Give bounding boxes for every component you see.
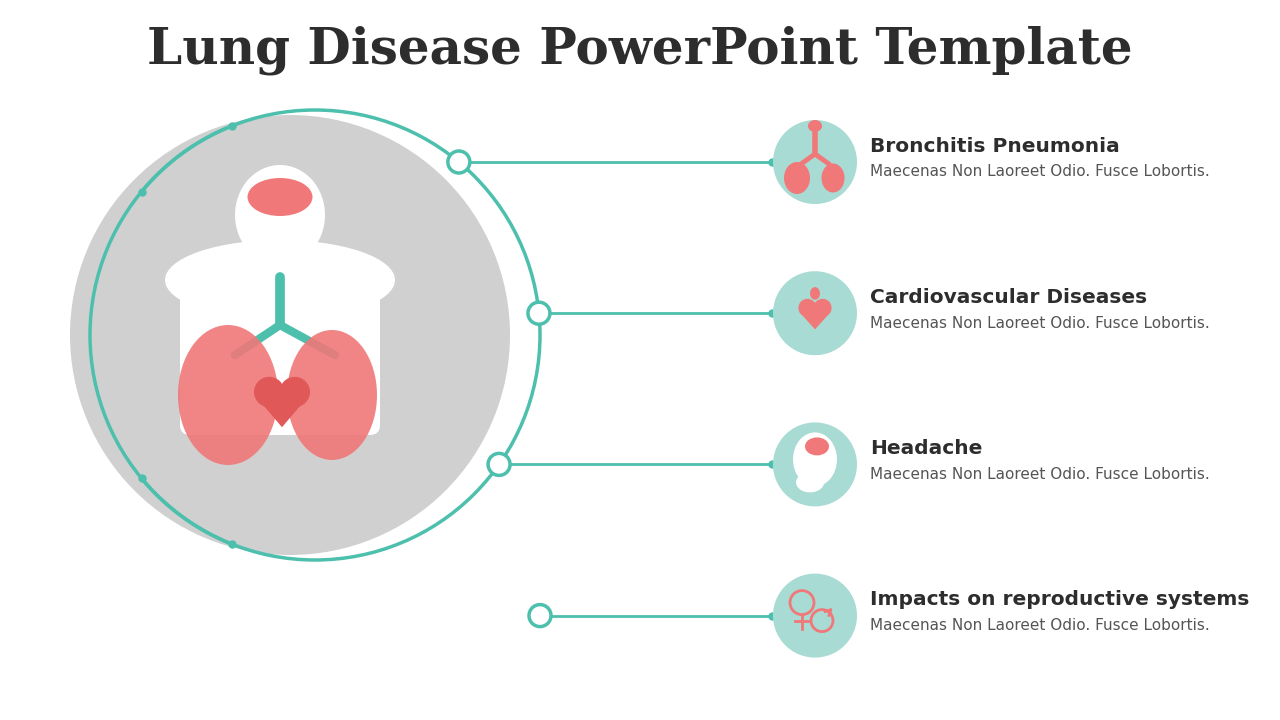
Text: Lung Disease PowerPoint Template: Lung Disease PowerPoint Template: [147, 25, 1133, 75]
Circle shape: [529, 605, 550, 626]
Text: Maecenas Non Laoreet Odio. Fusce Lobortis.: Maecenas Non Laoreet Odio. Fusce Loborti…: [870, 315, 1210, 330]
Text: Maecenas Non Laoreet Odio. Fusce Lobortis.: Maecenas Non Laoreet Odio. Fusce Loborti…: [870, 467, 1210, 482]
Text: Maecenas Non Laoreet Odio. Fusce Lobortis.: Maecenas Non Laoreet Odio. Fusce Loborti…: [870, 164, 1210, 179]
FancyBboxPatch shape: [180, 265, 380, 435]
Circle shape: [70, 115, 509, 555]
Circle shape: [773, 574, 858, 657]
Circle shape: [773, 120, 858, 204]
Ellipse shape: [165, 240, 396, 320]
Ellipse shape: [794, 433, 837, 487]
Ellipse shape: [247, 178, 312, 216]
Polygon shape: [799, 311, 831, 330]
Circle shape: [773, 423, 858, 506]
Ellipse shape: [808, 120, 822, 132]
Text: Maecenas Non Laoreet Odio. Fusce Lobortis.: Maecenas Non Laoreet Odio. Fusce Loborti…: [870, 618, 1210, 633]
Circle shape: [488, 454, 509, 475]
Ellipse shape: [178, 325, 278, 465]
Polygon shape: [255, 395, 310, 427]
Text: Cardiovascular Diseases: Cardiovascular Diseases: [870, 288, 1147, 307]
Circle shape: [527, 302, 550, 324]
Ellipse shape: [799, 299, 817, 317]
Text: Impacts on reproductive systems: Impacts on reproductive systems: [870, 590, 1249, 609]
Ellipse shape: [279, 377, 310, 408]
Text: Bronchitis Pneumonia: Bronchitis Pneumonia: [870, 137, 1120, 156]
Text: Headache: Headache: [870, 439, 982, 458]
Ellipse shape: [783, 162, 810, 194]
Ellipse shape: [287, 330, 378, 460]
Ellipse shape: [805, 437, 829, 455]
Ellipse shape: [810, 287, 820, 300]
Ellipse shape: [253, 377, 284, 408]
Ellipse shape: [814, 299, 832, 317]
FancyBboxPatch shape: [259, 212, 301, 278]
Ellipse shape: [822, 163, 845, 192]
Ellipse shape: [796, 472, 824, 492]
Circle shape: [448, 151, 470, 173]
Ellipse shape: [236, 165, 325, 265]
Circle shape: [773, 271, 858, 355]
